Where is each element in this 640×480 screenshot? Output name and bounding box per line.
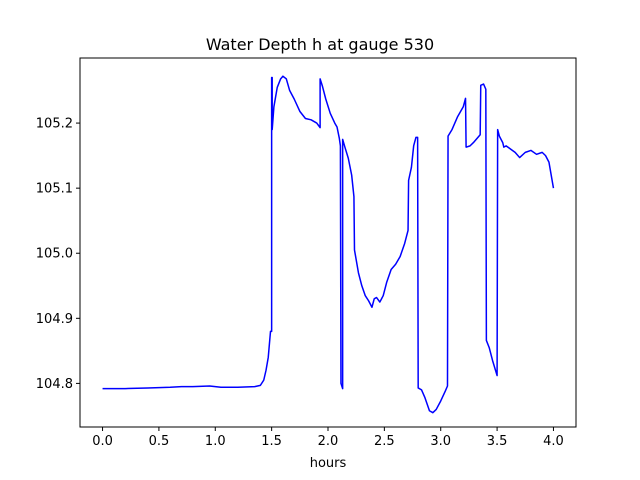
y-tick-label: 105.2 bbox=[36, 117, 73, 132]
x-axis-label: hours bbox=[310, 456, 347, 471]
x-tick-label: 3.0 bbox=[430, 434, 451, 449]
series-line-1 bbox=[102, 75, 555, 414]
plot-area: 0.0 0.5 1.0 1.5 2.0 2.5 3.0 3.5 4.0 104.8 104.9 105… bbox=[36, 57, 577, 449]
x-tick-label: 1.5 bbox=[261, 434, 282, 449]
y-tick-label: 104.9 bbox=[36, 312, 73, 327]
chart-title: Water Depth h at gauge 530 bbox=[206, 35, 434, 54]
y-tick-label: 104.8 bbox=[36, 377, 73, 392]
y-tick-label: 105.1 bbox=[36, 182, 73, 197]
x-tick-label: 1.0 bbox=[205, 434, 226, 449]
x-tick-label: 0.5 bbox=[149, 434, 170, 449]
x-tick-label: 4.0 bbox=[543, 434, 564, 449]
y-tick-label: 105.0 bbox=[36, 247, 73, 262]
x-tick-label: 3.5 bbox=[487, 434, 508, 449]
x-tick-label: 2.5 bbox=[374, 434, 395, 449]
x-tick-label: 0.0 bbox=[92, 434, 113, 449]
x-tick-label: 2.0 bbox=[318, 434, 339, 449]
